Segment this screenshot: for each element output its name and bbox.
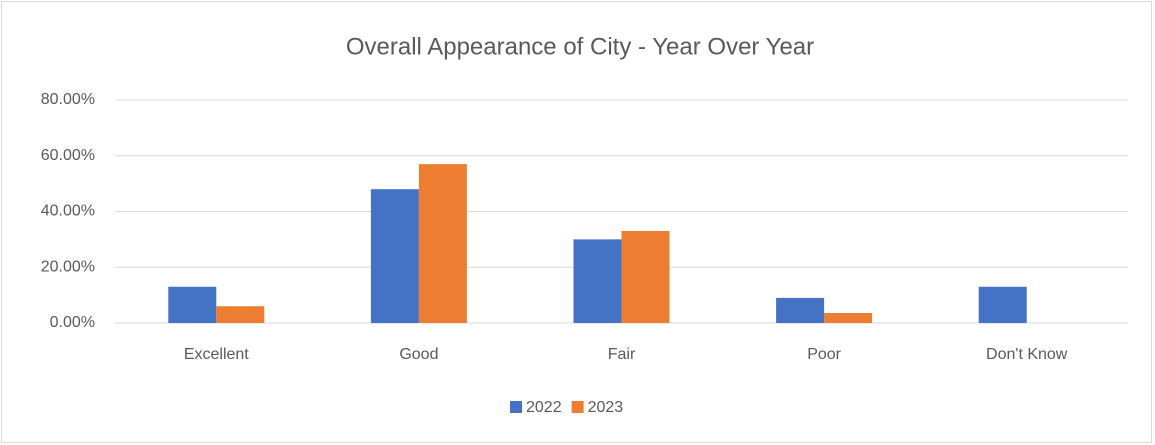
x-tick-label: Don't Know: [986, 346, 1068, 363]
y-tick-label: 20.00%: [41, 258, 95, 275]
x-tick-label: Excellent: [184, 346, 249, 363]
legend-swatch: [571, 401, 584, 413]
x-tick-label: Fair: [608, 346, 636, 363]
bar: [216, 306, 265, 323]
bar: [776, 297, 825, 323]
x-tick-label: Good: [399, 346, 438, 363]
legend-label: 2023: [588, 399, 624, 416]
y-tick-label: 40.00%: [41, 203, 95, 220]
y-tick-label: 60.00%: [41, 147, 95, 164]
bar: [978, 286, 1027, 323]
bar: [621, 231, 670, 323]
x-tick-label: Poor: [807, 346, 841, 363]
y-tick-label: 0.00%: [50, 314, 95, 331]
bar: [168, 286, 217, 323]
bar: [824, 312, 873, 323]
bar: [418, 164, 467, 323]
chart-title: Overall Appearance of City - Year Over Y…: [346, 33, 814, 60]
legend-swatch: [510, 401, 522, 413]
bar: [370, 189, 419, 323]
bar: [573, 239, 622, 323]
y-tick-label: 80.00%: [41, 91, 95, 108]
legend-label: 2022: [526, 399, 562, 416]
